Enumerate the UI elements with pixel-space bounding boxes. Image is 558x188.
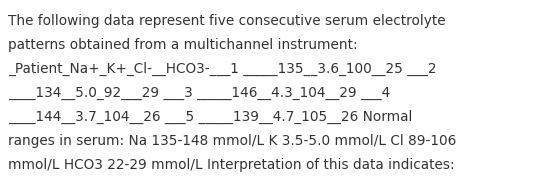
Text: patterns obtained from a multichannel instrument:: patterns obtained from a multichannel in… [8,38,358,52]
Text: mmol/L HCO3 22-29 mmol/L Interpretation of this data indicates:: mmol/L HCO3 22-29 mmol/L Interpretation … [8,158,455,172]
Text: ranges in serum: Na 135-148 mmol/L K 3.5-5.0 mmol/L Cl 89-106: ranges in serum: Na 135-148 mmol/L K 3.5… [8,134,456,148]
Text: ____144__3.7_104__26 ___5 _____139__4.7_105__26 Normal: ____144__3.7_104__26 ___5 _____139__4.7_… [8,110,412,124]
Text: ____134__5.0_92___29 ___3 _____146__4.3_104__29 ___4: ____134__5.0_92___29 ___3 _____146__4.3_… [8,86,390,100]
Text: The following data represent five consecutive serum electrolyte: The following data represent five consec… [8,14,446,28]
Text: _Patient_Na+_K+_Cl-__HCO3-___1 _____135__3.6_100__25 ___2: _Patient_Na+_K+_Cl-__HCO3-___1 _____135_… [8,62,436,76]
